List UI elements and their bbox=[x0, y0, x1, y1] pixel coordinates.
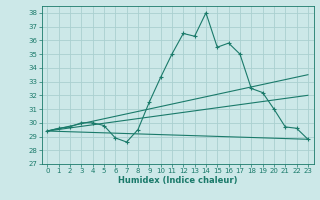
X-axis label: Humidex (Indice chaleur): Humidex (Indice chaleur) bbox=[118, 176, 237, 185]
